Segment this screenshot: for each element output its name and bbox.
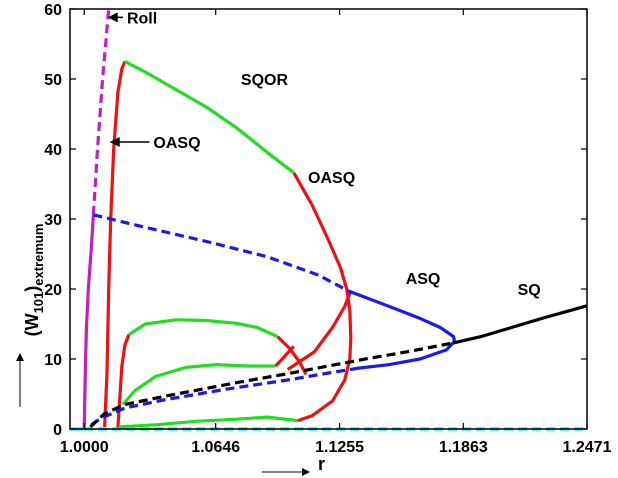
annotations: Roll OASQ SQOR OASQ ASQ SQ: [107, 10, 541, 299]
series-sqor-segment-1: [128, 318, 279, 339]
annotation-roll: Roll: [127, 10, 157, 27]
x-axis-arrow-icon: [262, 468, 310, 476]
series-asq-segment-0: [93, 213, 350, 293]
y-tick-label: 0: [53, 422, 62, 439]
y-tick-label: 50: [44, 72, 62, 89]
x-tick-label: 1.0646: [191, 439, 240, 456]
annotation-oasq: OASQ: [308, 170, 355, 187]
x-tick-label: 1.2471: [563, 439, 612, 456]
series-asq-segment-2: [89, 366, 360, 427]
y-tick-label: 30: [44, 212, 62, 229]
y-axis-label-sub1: 101: [31, 292, 46, 314]
series-oasq-segment-5: [274, 345, 295, 368]
y-axis-arrow-icon: [16, 353, 24, 407]
x-tick-label: 1.0000: [60, 439, 109, 456]
series-sqor-segment-2: [121, 363, 276, 406]
annotation-oasq: OASQ: [153, 135, 200, 152]
series-oasq-segment-0: [103, 60, 127, 427]
y-tick-label: 40: [44, 142, 62, 159]
series-sq-segment-1: [453, 304, 588, 345]
series-sqor-segment-3: [118, 415, 299, 429]
series-sq: [89, 304, 588, 429]
series-oasq-segment-2: [116, 333, 131, 430]
annotation-arrowhead-icon: [107, 12, 118, 23]
series-sq-segment-0: [89, 341, 454, 429]
svg-text:(W101)extremum: (W101)extremum: [22, 224, 46, 337]
series-asq-segment-1: [348, 289, 457, 370]
series-oasq-segment-1: [292, 172, 353, 423]
series-sqor: [118, 60, 299, 429]
series-oasq-segment-4: [286, 290, 353, 371]
axis-ticks: 1.0000 1.0646 1.1255 1.1863 1.2471 0 10 20 30 40 5…: [44, 2, 611, 456]
annotation-arrowhead-icon: [109, 137, 120, 147]
series-asq: [89, 213, 457, 427]
series-layer: [70, 8, 588, 431]
y-axis-label-main: (W: [22, 313, 42, 336]
series-oasq-segment-3: [276, 335, 308, 376]
y-axis-label: (W101)extremum: [22, 224, 46, 337]
series-oasq: [103, 60, 353, 430]
annotation-sqor: SQOR: [241, 72, 289, 89]
x-tick-label: 1.1255: [315, 439, 364, 456]
y-tick-label: 60: [44, 2, 62, 19]
series-roll: [82, 8, 111, 430]
y-tick-label: 10: [44, 352, 62, 369]
series-roll-segment-0: [82, 214, 95, 430]
series-sqor-segment-0: [124, 60, 295, 175]
y-tick-label: 20: [44, 282, 62, 299]
series-roll-segment-1: [91, 8, 111, 215]
x-axis-label: r: [318, 454, 325, 474]
y-axis-label-sub2: extremum: [31, 224, 46, 286]
y-axis-label-close: ): [22, 286, 42, 292]
x-tick-label: 1.1863: [439, 439, 488, 456]
annotation-asq: ASQ: [406, 271, 441, 288]
annotation-sq: SQ: [518, 282, 541, 299]
